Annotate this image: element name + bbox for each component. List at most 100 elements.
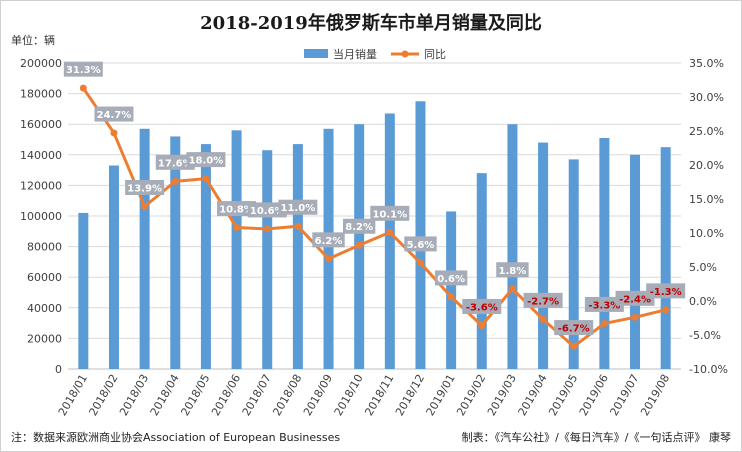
yoy-point — [416, 259, 424, 267]
data-label-box — [125, 179, 165, 195]
unit-label: 单位：辆 — [11, 34, 55, 47]
x-tick-label: 2018/01 — [56, 372, 90, 418]
y-left-tick-label: 160000 — [20, 118, 62, 131]
y-right-tick-label: 0.0% — [689, 295, 717, 308]
yoy-point — [570, 343, 578, 351]
sales-bar — [292, 144, 303, 369]
sales-bar — [415, 101, 426, 369]
y-right-tick-label: 25.0% — [689, 125, 724, 138]
data-label: 5.6% — [407, 240, 435, 251]
data-label: -6.7% — [558, 324, 590, 335]
chart-title: 2018-2019年俄罗斯车市单月销量及同比 — [200, 13, 542, 34]
yoy-point — [386, 228, 394, 236]
data-label: 31.3% — [66, 65, 101, 76]
sales-bar — [630, 154, 641, 369]
y-right-tick-label: 35.0% — [689, 57, 724, 70]
yoy-point — [508, 285, 516, 293]
data-label-box — [278, 199, 318, 215]
y-left-tick-label: 40000 — [27, 302, 62, 315]
yoy-line — [82, 87, 667, 349]
x-tick-label: 2018/02 — [86, 372, 120, 418]
sales-bar — [599, 137, 610, 369]
y-left-tick-label: 100000 — [20, 210, 62, 223]
data-label: 10.1% — [372, 209, 407, 220]
sales-bar — [170, 136, 181, 369]
data-label: 10.6% — [250, 206, 285, 217]
data-label-box — [94, 106, 134, 122]
y-left-tick-label: 60000 — [27, 271, 62, 284]
data-label-box — [370, 205, 410, 221]
data-label: -3.6% — [466, 302, 498, 313]
legend-marker-yoy — [401, 50, 409, 58]
data-label: -2.4% — [619, 294, 651, 305]
x-tick-label: 2018/03 — [117, 372, 151, 418]
y-right-tick-label: -5.0% — [689, 329, 721, 342]
yoy-point — [202, 175, 210, 183]
x-tick-label: 2019/01 — [424, 372, 458, 418]
sales-bar — [568, 159, 579, 369]
x-tick-label: 2018/08 — [270, 372, 304, 418]
sales-bar — [108, 165, 119, 369]
data-label: 24.7% — [97, 110, 132, 121]
x-tick-label: 2018/11 — [362, 372, 396, 418]
yoy-point — [294, 222, 302, 230]
x-tick-label: 2019/05 — [546, 372, 580, 418]
data-label-box — [554, 320, 594, 336]
yoy-point — [478, 321, 486, 329]
sales-bar — [476, 173, 487, 369]
x-tick-label: 2019/04 — [516, 372, 550, 418]
y-right-tick-label: 10.0% — [689, 227, 724, 240]
sales-bar — [507, 124, 518, 369]
y-left-tick-label: 140000 — [20, 149, 62, 162]
x-tick-label: 2018/12 — [393, 372, 427, 418]
legend-label-sales: 当月销量 — [333, 47, 377, 61]
data-label-box — [523, 292, 563, 308]
yoy-point — [110, 129, 118, 137]
y-left-tick-label: 80000 — [27, 241, 62, 254]
yoy-point — [263, 225, 271, 233]
data-label: -3.3% — [588, 300, 620, 311]
yoy-point — [233, 224, 241, 232]
data-label: -1.3% — [650, 287, 682, 298]
legend-label-yoy: 同比 — [424, 48, 446, 61]
sales-bar — [78, 212, 89, 369]
yoy-point — [171, 177, 179, 185]
y-right-tick-label: 30.0% — [689, 91, 724, 104]
yoy-point — [141, 202, 149, 210]
data-label: 13.9% — [127, 183, 162, 194]
data-label-box — [186, 152, 226, 168]
x-tick-label: 2018/05 — [178, 372, 212, 418]
data-label: 17.6% — [158, 158, 193, 169]
yoy-point — [325, 255, 333, 263]
x-tick-label: 2019/02 — [454, 372, 488, 418]
x-tick-label: 2019/08 — [638, 372, 672, 418]
yoy-point — [447, 293, 455, 301]
y-right-tick-label: 15.0% — [689, 193, 724, 206]
data-label: 10.8% — [219, 205, 254, 216]
data-label: 18.0% — [189, 156, 224, 167]
x-tick-label: 2018/06 — [209, 372, 243, 418]
y-left-tick-label: 20000 — [27, 332, 62, 345]
yoy-point — [79, 84, 87, 92]
y-right-tick-label: 5.0% — [689, 261, 717, 274]
sales-bar — [200, 144, 211, 369]
credit-note: 制表：《汽车公社》/《每日汽车》/《一句话点评》 康琴 — [461, 431, 731, 444]
x-tick-label: 2019/03 — [485, 372, 519, 418]
data-label-box — [615, 290, 655, 306]
data-label: 11.0% — [281, 203, 316, 214]
sales-bar — [262, 150, 273, 369]
data-label-box — [584, 296, 624, 312]
x-tick-label: 2019/07 — [608, 372, 642, 418]
yoy-point — [662, 306, 670, 314]
data-label-box — [434, 270, 468, 286]
data-label: 8.2% — [345, 222, 373, 233]
sales-bar — [660, 147, 671, 369]
source-note: 注：数据来源欧洲商业协会Association of European Busi… — [11, 431, 341, 444]
yoy-point — [600, 319, 608, 327]
data-label: 6.2% — [315, 236, 343, 247]
data-label-box — [342, 218, 376, 234]
data-label: 0.6% — [437, 274, 465, 285]
sales-bar — [139, 128, 150, 369]
sales-bar — [231, 130, 242, 369]
